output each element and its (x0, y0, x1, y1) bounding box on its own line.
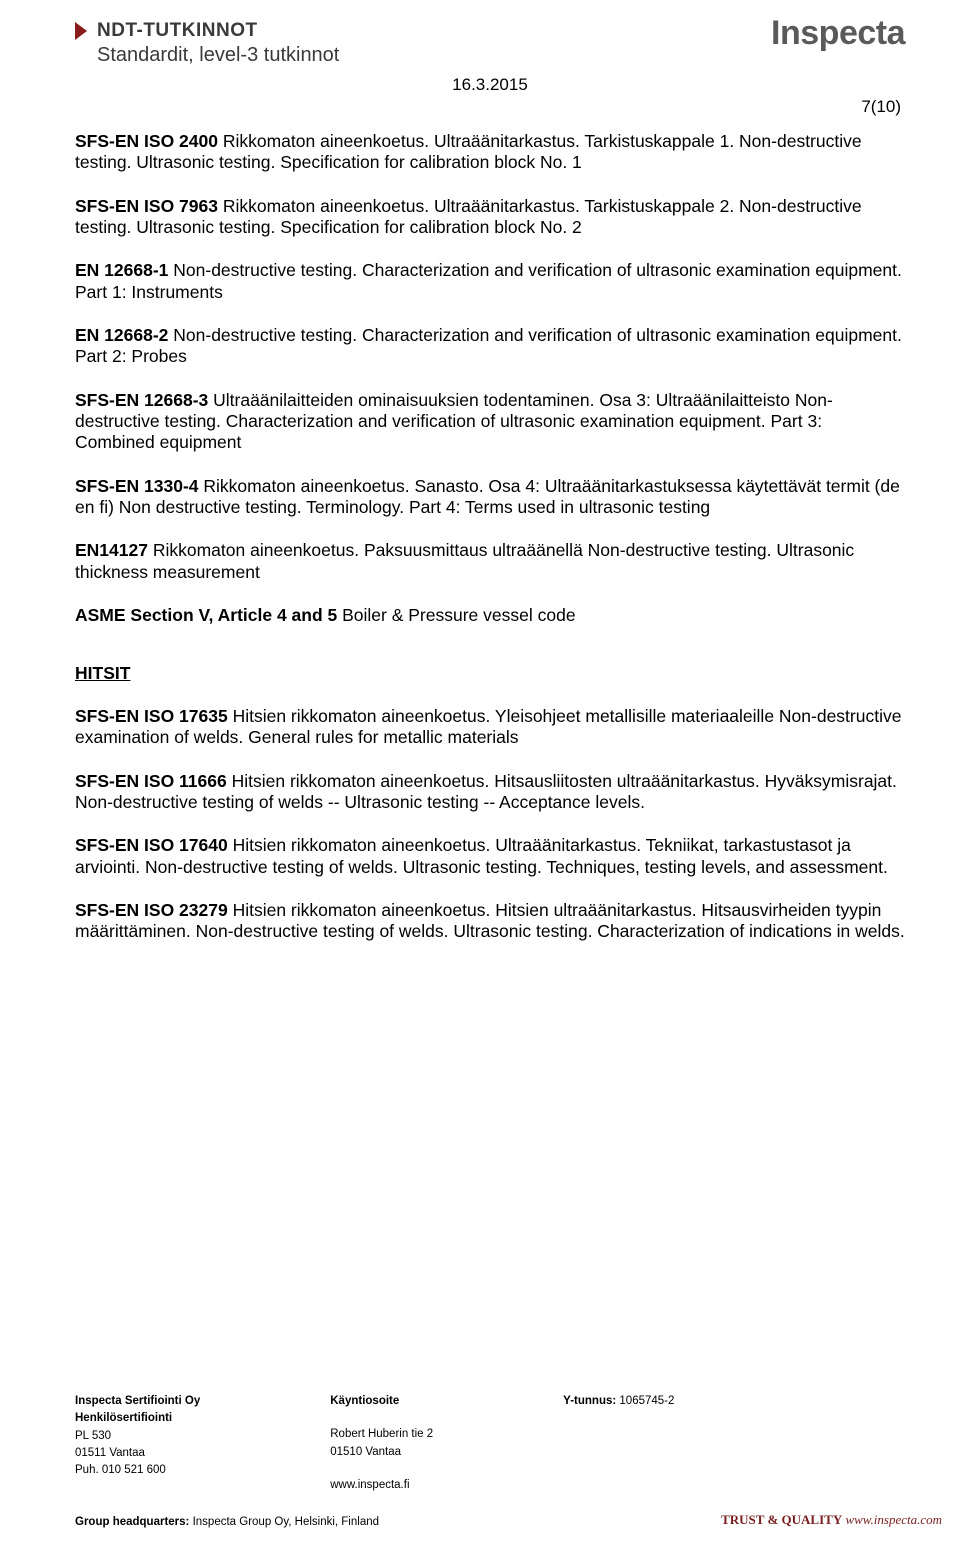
footer-trust-quality: TRUST & QUALITY www.inspecta.com (721, 1512, 942, 1528)
standard-entry: SFS-EN 1330-4 Rikkomaton aineenkoetus. S… (75, 476, 905, 519)
doc-title: NDT-TUTKINNOT (97, 20, 258, 42)
footer-address-col: Inspecta Sertifiointi Oy Henkilösertifio… (75, 1393, 200, 1494)
document-header-left: NDT-TUTKINNOT Standardit, level-3 tutkin… (75, 20, 339, 67)
standard-entry: EN 12668-2 Non-destructive testing. Char… (75, 325, 905, 368)
standard-entry: SFS-EN ISO 2400 Rikkomaton aineenkoetus.… (75, 131, 905, 174)
footer-visiting-col: Käyntiosoite Robert Huberin tie 2 01510 … (330, 1393, 433, 1494)
standard-entry: SFS-EN 12668-3 Ultraäänilaitteiden omina… (75, 390, 905, 454)
page-number: 7(10) (75, 97, 901, 117)
triangle-icon (75, 21, 91, 41)
footer-headquarters: Group headquarters: Inspecta Group Oy, H… (75, 1516, 379, 1528)
standard-entry: ASME Section V, Article 4 and 5 Boiler &… (75, 605, 905, 626)
standard-entry: SFS-EN ISO 7963 Rikkomaton aineenkoetus.… (75, 196, 905, 239)
footer-company-id-col: Y-tunnus: 1065745-2 (563, 1393, 674, 1494)
standard-entry: SFS-EN ISO 11666 Hitsien rikkomaton aine… (75, 771, 905, 814)
standard-entry: EN14127 Rikkomaton aineenkoetus. Paksuus… (75, 540, 905, 583)
standard-entry: SFS-EN ISO 17640 Hitsien rikkomaton aine… (75, 835, 905, 878)
page-footer: Inspecta Sertifiointi Oy Henkilösertifio… (0, 1393, 960, 1528)
inspecta-logo: Inspecta (771, 14, 905, 53)
standard-entry: SFS-EN ISO 23279 Hitsien rikkomaton aine… (75, 900, 905, 943)
document-date: 16.3.2015 (75, 75, 905, 95)
standard-entry: EN 12668-1 Non-destructive testing. Char… (75, 260, 905, 303)
doc-subtitle: Standardit, level-3 tutkinnot (97, 44, 339, 67)
standard-entry: SFS-EN ISO 17635 Hitsien rikkomaton aine… (75, 706, 905, 749)
document-body: SFS-EN ISO 2400 Rikkomaton aineenkoetus.… (75, 131, 905, 943)
section-heading: HITSIT (75, 663, 905, 684)
